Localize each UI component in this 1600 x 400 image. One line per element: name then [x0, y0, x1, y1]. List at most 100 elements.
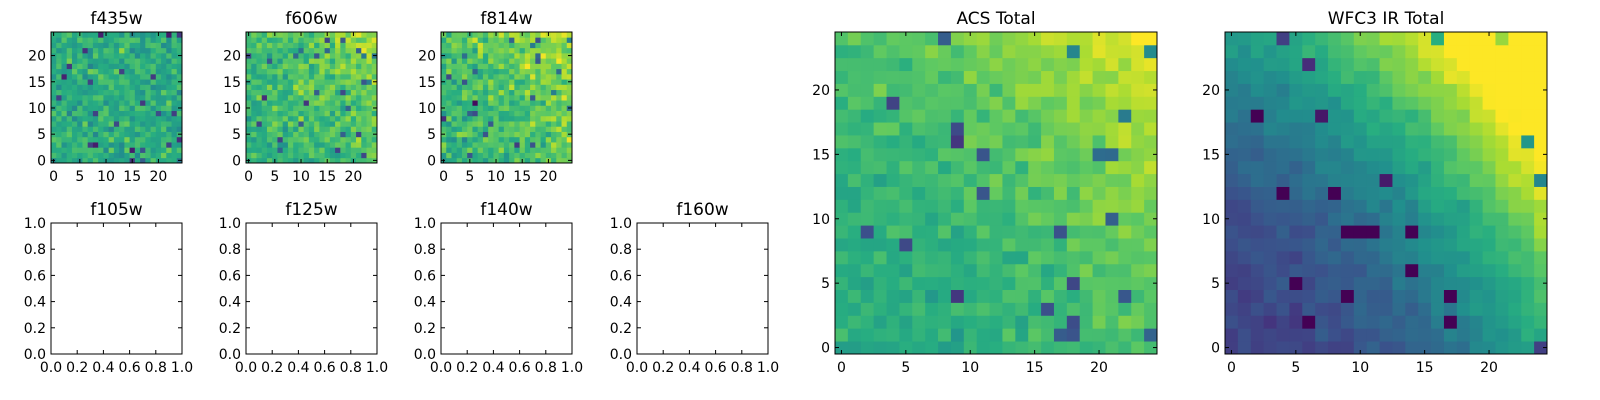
heatmap-cell — [324, 79, 331, 85]
heatmap-cell — [482, 110, 489, 117]
heatmap-cell — [77, 121, 83, 127]
heatmap-cell — [1250, 212, 1265, 226]
heatmap-cell — [1015, 225, 1029, 239]
heatmap-cell — [82, 136, 89, 143]
heatmap-cell — [1225, 238, 1239, 252]
heatmap-cell — [938, 186, 952, 200]
heatmap-cell — [256, 105, 263, 111]
heatmap-cell — [989, 302, 1003, 316]
heatmap-cell — [261, 142, 268, 148]
x-tick-label: 20 — [1480, 360, 1498, 376]
heatmap-cell — [282, 63, 289, 70]
heatmap-cell — [298, 84, 305, 91]
heatmap-cell — [472, 147, 479, 153]
heatmap-cell — [1276, 96, 1290, 110]
heatmap-cell — [298, 121, 305, 127]
heatmap-cell — [1340, 212, 1355, 226]
heatmap-cell — [1276, 109, 1290, 123]
heatmap-cell — [938, 289, 952, 303]
heatmap-cell — [477, 157, 484, 164]
heatmap-cell — [1002, 328, 1016, 342]
heatmap-cell — [566, 121, 573, 127]
heatmap-cell — [77, 84, 83, 91]
heatmap-cell — [155, 58, 162, 64]
heatmap-cell — [551, 84, 557, 91]
heatmap-cell — [835, 122, 849, 136]
heatmap-cell — [912, 96, 926, 110]
heatmap-cell — [493, 126, 500, 132]
heatmap-cell — [912, 32, 926, 46]
heatmap-cell — [272, 63, 278, 70]
heatmap-cell — [103, 100, 110, 106]
heatmap-cell — [140, 131, 146, 138]
heatmap-cell — [1131, 328, 1145, 342]
heatmap-cell — [963, 186, 978, 200]
heatmap-cell — [171, 37, 178, 43]
heatmap-cell — [124, 115, 130, 122]
heatmap-cell — [366, 136, 373, 143]
heatmap-cell — [509, 136, 515, 143]
heatmap-cell — [314, 126, 320, 132]
heatmap-cell — [498, 110, 505, 117]
heatmap-cell — [493, 105, 500, 111]
heatmap-cell — [950, 225, 965, 239]
heatmap-cell — [535, 68, 541, 75]
heatmap-cell — [98, 68, 104, 75]
heatmap-cell — [1456, 173, 1471, 187]
heatmap-cell — [1302, 289, 1316, 303]
heatmap-cell — [835, 160, 849, 175]
heatmap-cell — [282, 110, 289, 117]
heatmap-cell — [51, 63, 57, 70]
heatmap-cell — [847, 276, 862, 290]
heatmap-cell — [329, 37, 336, 43]
heatmap-cell — [66, 142, 73, 148]
heatmap-cell — [82, 94, 89, 101]
heatmap-cell — [551, 100, 557, 106]
heatmap-cell — [1392, 173, 1406, 187]
heatmap-cell — [287, 32, 294, 38]
heatmap-cell — [461, 73, 468, 80]
heatmap-cell — [451, 94, 458, 101]
heatmap-cell — [319, 105, 325, 111]
heatmap-cell — [150, 94, 157, 101]
heatmap-cell — [176, 32, 183, 38]
heatmap-cell — [1443, 250, 1458, 265]
heatmap-cell — [1289, 160, 1303, 175]
heatmap-cell — [98, 126, 104, 132]
heatmap-cell — [1015, 263, 1029, 278]
heatmap-cell — [56, 142, 62, 148]
y-tick-label: 0 — [427, 153, 436, 169]
heatmap-cell — [1302, 263, 1316, 278]
heatmap-cell — [140, 157, 146, 164]
heatmap-cell — [461, 84, 468, 91]
heatmap-cell — [446, 58, 452, 64]
heatmap-cell — [860, 276, 875, 290]
heatmap-cell — [1495, 276, 1509, 290]
heatmap-cell — [556, 73, 562, 80]
heatmap-cell — [98, 136, 104, 143]
heatmap-cell — [1041, 250, 1055, 265]
heatmap-cell — [1144, 276, 1158, 290]
y-tick-label: 0.0 — [414, 347, 436, 363]
heatmap-cell — [1443, 83, 1458, 97]
heatmap-cell — [56, 131, 62, 138]
heatmap-cell — [1353, 135, 1368, 149]
heatmap-cell — [530, 58, 536, 64]
heatmap-cell — [103, 105, 110, 111]
axes-frame — [50, 222, 183, 355]
heatmap-cell — [340, 136, 346, 143]
heatmap-cell — [451, 136, 458, 143]
heatmap-cell — [66, 37, 73, 43]
heatmap-cell — [1237, 341, 1252, 355]
heatmap-cell — [1041, 328, 1055, 342]
heatmap-cell — [277, 110, 284, 117]
heatmap-cell — [287, 47, 294, 54]
heatmap-cell — [963, 328, 978, 342]
heatmap-cell — [446, 115, 452, 122]
heatmap-cell — [124, 105, 130, 111]
heatmap-cell — [87, 126, 94, 132]
heatmap-cell — [1237, 263, 1252, 278]
heatmap-cell — [1225, 173, 1239, 187]
heatmap-cell — [446, 157, 452, 164]
heatmap-cell — [482, 100, 489, 106]
